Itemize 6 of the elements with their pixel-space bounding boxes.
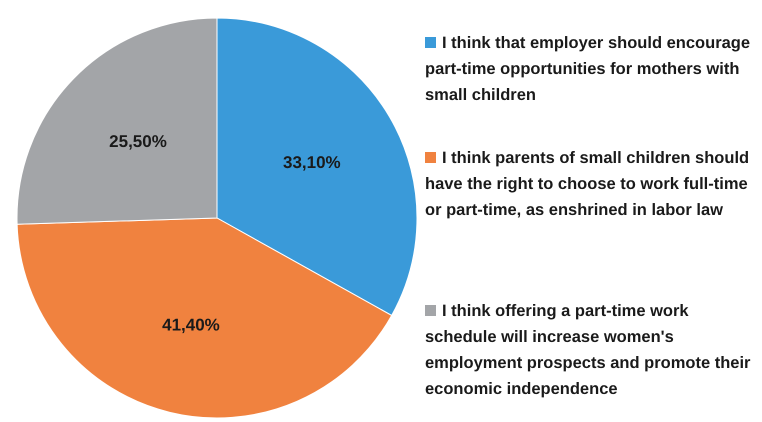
data-label: 25,50% [109, 132, 167, 151]
legend-label: I think that employer should encourage part-time opportunities for mothers with small children [425, 33, 752, 106]
legend-label: I think parents of small children should have the right to choose to work full-time or part-time, as enshrined in labor law [425, 148, 750, 221]
data-label: 33,10% [283, 152, 341, 172]
data-label: 41,40% [162, 315, 220, 334]
legend-label: I think offering a part-time work schedule will increase women's employment prospects and promote their economic independence [425, 301, 752, 400]
